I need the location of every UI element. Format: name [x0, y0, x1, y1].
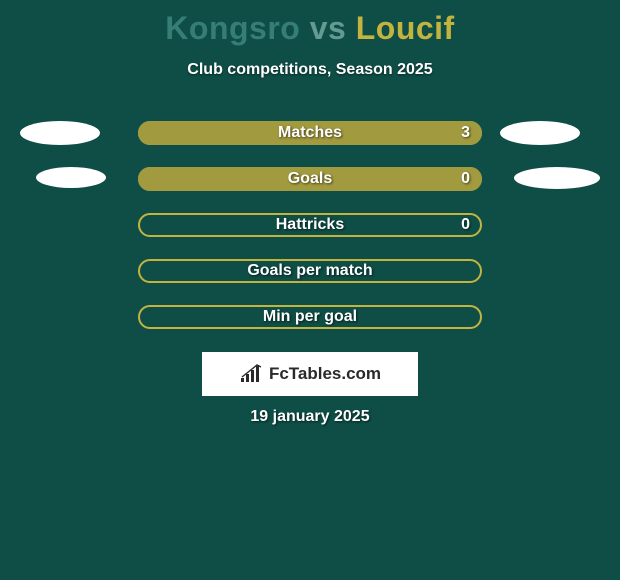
stat-row: Hattricks0 [0, 202, 620, 248]
logo-box: FcTables.com [202, 352, 418, 396]
ellipse-right [500, 121, 580, 145]
bar-value: 0 [461, 167, 470, 191]
bar-value: 3 [461, 121, 470, 145]
title-player-a: Kongsro [165, 10, 300, 46]
fctables-icon [239, 364, 265, 384]
date-text: 19 january 2025 [0, 408, 620, 426]
chart-area: Matches3Goals0Hattricks0Goals per matchM… [0, 110, 620, 340]
subtitle: Club competitions, Season 2025 [0, 61, 620, 79]
bar-label: Min per goal [138, 305, 482, 329]
ellipse-left [36, 167, 106, 188]
stat-row: Goals0 [0, 156, 620, 202]
stat-row: Min per goal [0, 294, 620, 340]
ellipse-right [514, 167, 600, 189]
stat-row: Goals per match [0, 248, 620, 294]
bar-label: Goals [138, 167, 482, 191]
page-title: Kongsro vs Loucif [0, 0, 620, 47]
bar-label: Hattricks [138, 213, 482, 237]
bar-label: Matches [138, 121, 482, 145]
bar-value: 0 [461, 213, 470, 237]
logo-text: FcTables.com [269, 364, 381, 384]
ellipse-left [20, 121, 100, 145]
title-player-b: Loucif [356, 10, 455, 46]
stats-card: Kongsro vs Loucif Club competitions, Sea… [0, 0, 620, 580]
stat-row: Matches3 [0, 110, 620, 156]
bar-label: Goals per match [138, 259, 482, 283]
title-vs: vs [310, 10, 347, 46]
